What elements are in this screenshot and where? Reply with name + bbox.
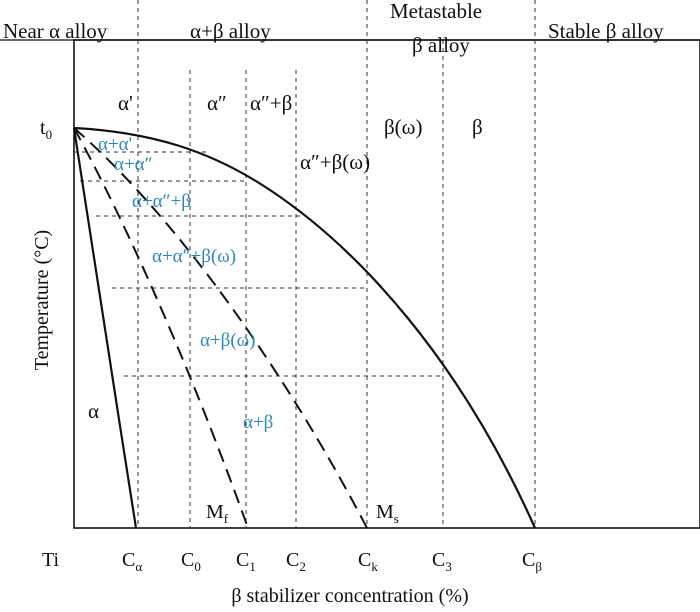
y-axis-title: Temperature (°C) bbox=[31, 230, 53, 370]
beta-transus-curve bbox=[73, 126, 537, 529]
phase-alpha-dprime: α″ bbox=[207, 91, 227, 115]
region-alpha-beta: α+β bbox=[243, 412, 273, 433]
phase-beta-omega: β(ω) bbox=[384, 115, 423, 139]
mf-curve bbox=[73, 127, 249, 529]
phase-alpha-dprime-beta-omega: α″+β(ω) bbox=[300, 150, 370, 174]
tick-c2: C2 bbox=[286, 549, 306, 574]
header-near-alpha: Near α alloy bbox=[3, 19, 108, 43]
tick-calpha: Cα bbox=[122, 549, 142, 574]
tick-c0: C0 bbox=[181, 549, 201, 574]
header-metastable: Metastable bbox=[390, 0, 482, 23]
alloy-class-dividers bbox=[137, 0, 536, 528]
tick-ck: Ck bbox=[358, 549, 378, 574]
header-alpha-beta: α+β alloy bbox=[190, 19, 271, 43]
header-metastable-beta: β alloy bbox=[412, 33, 470, 57]
ms-label: Ms bbox=[376, 501, 399, 526]
phase-alpha-dprime-beta: α″+β bbox=[250, 91, 292, 115]
mf-label: Mf bbox=[206, 501, 229, 526]
plot-frame bbox=[73, 39, 700, 529]
x-axis-title: β stabilizer concentration (%) bbox=[231, 585, 468, 607]
tick-cbeta: Cβ bbox=[522, 549, 542, 574]
phase-beta: β bbox=[472, 115, 483, 139]
region-alpha-alpha-dprime: α+α″ bbox=[114, 154, 153, 175]
header-stable-beta: Stable β alloy bbox=[548, 19, 664, 43]
tick-c3: C3 bbox=[432, 549, 452, 574]
region-alpha-alpha-dprime-beta: α+α″+β bbox=[132, 191, 191, 212]
region-alpha-beta-omega: α+β(ω) bbox=[200, 330, 256, 351]
phase-alpha: α bbox=[88, 399, 99, 423]
region-alpha-alpha-prime: α+α' bbox=[98, 134, 132, 155]
t0-label: t0 bbox=[40, 117, 52, 142]
alpha-solvus-curve bbox=[72, 127, 138, 529]
phase-alpha-prime: α' bbox=[118, 91, 133, 115]
region-alpha-alpha-dprime-beta-omega: α+α″+β(ω) bbox=[152, 246, 236, 267]
ms-curve bbox=[73, 127, 368, 529]
composition-lines bbox=[189, 40, 444, 528]
temperature-lines bbox=[74, 151, 443, 377]
tick-c1: C1 bbox=[236, 549, 256, 574]
tick-ti: Ti bbox=[42, 549, 60, 571]
